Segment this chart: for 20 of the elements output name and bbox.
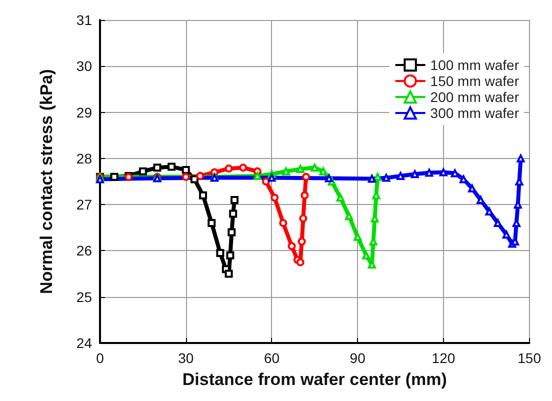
legend-label: 200 mm wafer bbox=[430, 89, 520, 105]
y-tick-label: 26 bbox=[76, 242, 92, 259]
y-tick-label: 28 bbox=[76, 150, 92, 166]
x-tick-label: 150 bbox=[518, 350, 542, 366]
x-tick-label: 0 bbox=[96, 350, 104, 366]
y-tick-label: 24 bbox=[76, 335, 92, 351]
x-tick-label: 60 bbox=[264, 350, 280, 366]
y-axis-title: Normal contact stress (kPa) bbox=[37, 69, 56, 294]
legend-label: 300 mm wafer bbox=[430, 105, 520, 121]
y-tick-label: 25 bbox=[76, 288, 92, 305]
y-tick-label: 30 bbox=[76, 58, 92, 74]
y-tick-label: 27 bbox=[76, 196, 92, 213]
x-tick-label: 30 bbox=[178, 350, 194, 366]
x-axis-title: Distance from wafer center (mm) bbox=[182, 370, 447, 389]
y-tick-label: 31 bbox=[76, 12, 92, 28]
x-tick-label: 90 bbox=[350, 350, 366, 366]
legend-label: 150 mm wafer bbox=[430, 73, 520, 89]
y-tick-label: 29 bbox=[76, 104, 92, 120]
legend-label: 100 mm wafer bbox=[430, 57, 520, 73]
x-tick-label: 120 bbox=[432, 350, 456, 366]
